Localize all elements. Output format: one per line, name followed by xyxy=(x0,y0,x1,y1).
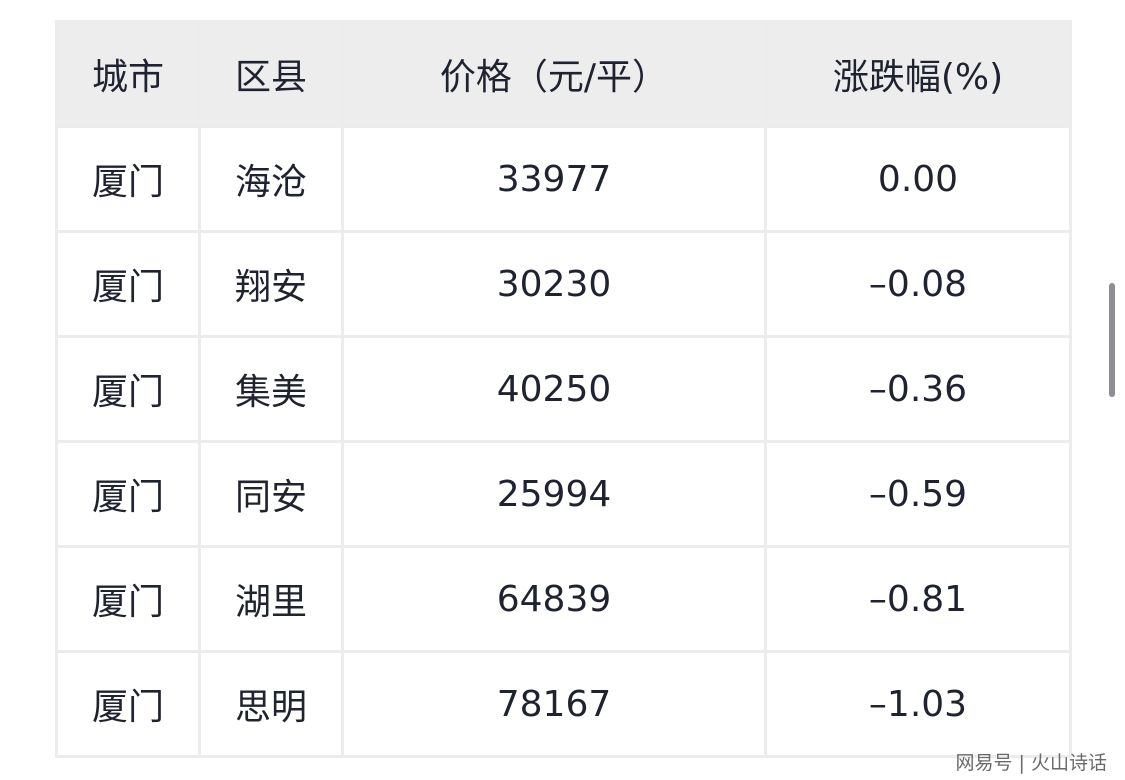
scrollbar[interactable] xyxy=(1109,283,1115,397)
cell-price: 33977 xyxy=(341,125,767,233)
cell-change: –0.36 xyxy=(764,335,1072,443)
cell-price: 64839 xyxy=(341,545,767,653)
cell-change: –0.81 xyxy=(764,545,1072,653)
cell-district: 思明 xyxy=(198,650,344,758)
table-row: 厦门 海沧 33977 0.00 xyxy=(55,125,1072,233)
table-header-row: 城市 区县 价格（元/平） 涨跌幅(%) xyxy=(55,20,1072,128)
header-price: 价格（元/平） xyxy=(341,20,767,128)
cell-district: 集美 xyxy=(198,335,344,443)
cell-price: 40250 xyxy=(341,335,767,443)
cell-change: –0.59 xyxy=(764,440,1072,548)
price-table: 城市 区县 价格（元/平） 涨跌幅(%) 厦门 海沧 33977 0.00 厦门 翔安 30… xyxy=(55,20,1072,758)
cell-city: 厦门 xyxy=(55,230,201,338)
cell-price: 78167 xyxy=(341,650,767,758)
cell-price: 30230 xyxy=(341,230,767,338)
table-row: 厦门 集美 40250 –0.36 xyxy=(55,335,1072,443)
cell-city: 厦门 xyxy=(55,335,201,443)
cell-change: 0.00 xyxy=(764,125,1072,233)
cell-city: 厦门 xyxy=(55,125,201,233)
cell-city: 厦门 xyxy=(55,440,201,548)
cell-change: –1.03 xyxy=(764,650,1072,758)
header-city: 城市 xyxy=(55,20,201,128)
header-change: 涨跌幅(%) xyxy=(764,20,1072,128)
table-row: 厦门 思明 78167 –1.03 xyxy=(55,650,1072,758)
cell-district: 翔安 xyxy=(198,230,344,338)
cell-district: 湖里 xyxy=(198,545,344,653)
table-row: 厦门 翔安 30230 –0.08 xyxy=(55,230,1072,338)
table-row: 厦门 同安 25994 –0.59 xyxy=(55,440,1072,548)
cell-change: –0.08 xyxy=(764,230,1072,338)
cell-city: 厦门 xyxy=(55,650,201,758)
cell-price: 25994 xyxy=(341,440,767,548)
table-row: 厦门 湖里 64839 –0.81 xyxy=(55,545,1072,653)
cell-district: 同安 xyxy=(198,440,344,548)
cell-district: 海沧 xyxy=(198,125,344,233)
cell-city: 厦门 xyxy=(55,545,201,653)
watermark: 网易号 | 火山诗话 xyxy=(955,752,1107,774)
header-district: 区县 xyxy=(198,20,344,128)
